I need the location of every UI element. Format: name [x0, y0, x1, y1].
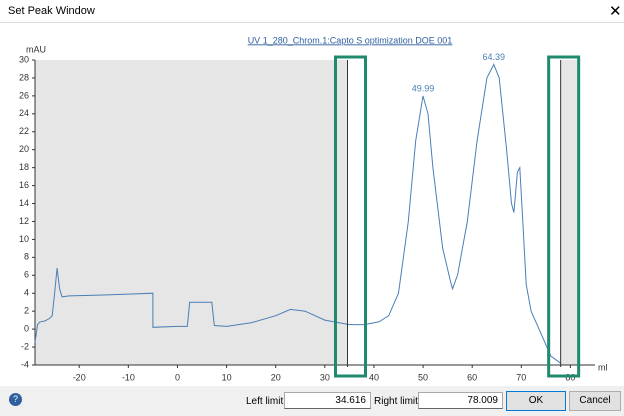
y-tick-label: 10: [19, 234, 29, 244]
y-tick-label: 28: [19, 72, 29, 82]
x-tick-label: 30: [320, 372, 330, 382]
x-tick-label: 70: [516, 372, 526, 382]
excluded-region: [560, 60, 578, 365]
window-title: Set Peak Window: [8, 5, 95, 17]
x-tick-label: 50: [418, 372, 428, 382]
right-limit-input[interactable]: 78.009: [418, 392, 503, 409]
y-tick-label: -4: [21, 359, 29, 369]
y-tick-label: 24: [19, 108, 29, 118]
y-tick-label: 0: [24, 323, 29, 333]
y-tick-label: 6: [24, 270, 29, 280]
y-tick-label: 18: [19, 162, 29, 172]
x-tick-label: -10: [122, 372, 135, 382]
x-tick-label: -20: [73, 372, 86, 382]
y-tick-label: 8: [24, 252, 29, 262]
cancel-button[interactable]: Cancel: [569, 391, 621, 411]
excluded-region: [35, 60, 348, 365]
legend-entry: UV 1_280_Chrom.1:Capto S optimization DO…: [248, 35, 453, 45]
x-tick-label: 10: [222, 372, 232, 382]
y-tick-label: 26: [19, 90, 29, 100]
chromatogram-line: [34, 63, 561, 364]
highlight-box: [547, 55, 581, 378]
highlight-box: [333, 55, 367, 378]
left-limit-label: Left limit:: [246, 396, 287, 407]
y-tick-label: 22: [19, 126, 29, 136]
y-tick-label: 2: [24, 306, 29, 316]
y-tick-label: 30: [19, 54, 29, 64]
x-tick-label: 60: [467, 372, 477, 382]
x-tick-label: 0: [175, 372, 180, 382]
x-tick-label: 20: [271, 372, 281, 382]
title-bar: Set Peak Window ✕: [0, 0, 624, 23]
y-tick-label: -2: [21, 341, 29, 351]
peak-label: 64.39: [482, 52, 505, 62]
x-axis-label: ml: [598, 362, 608, 372]
button-row: ? Left limit: 34.616 Right limit: 78.009…: [0, 386, 624, 416]
y-tick-label: 16: [19, 180, 29, 190]
y-tick-label: 4: [24, 288, 29, 298]
ok-button[interactable]: OK: [506, 391, 566, 411]
help-icon[interactable]: ?: [9, 393, 22, 406]
y-tick-label: 14: [19, 198, 29, 208]
y-axis-label: mAU: [26, 44, 46, 54]
close-button[interactable]: ✕: [609, 3, 622, 20]
chart: UV 1_280_Chrom.1:Capto S optimization DO…: [19, 35, 608, 382]
right-limit-label: Right limit:: [374, 396, 421, 407]
y-tick-label: 20: [19, 144, 29, 154]
x-tick-label: 40: [369, 372, 379, 382]
y-tick-label: 12: [19, 216, 29, 226]
peak-label: 49.99: [412, 83, 435, 93]
left-limit-input[interactable]: 34.616: [284, 392, 371, 409]
